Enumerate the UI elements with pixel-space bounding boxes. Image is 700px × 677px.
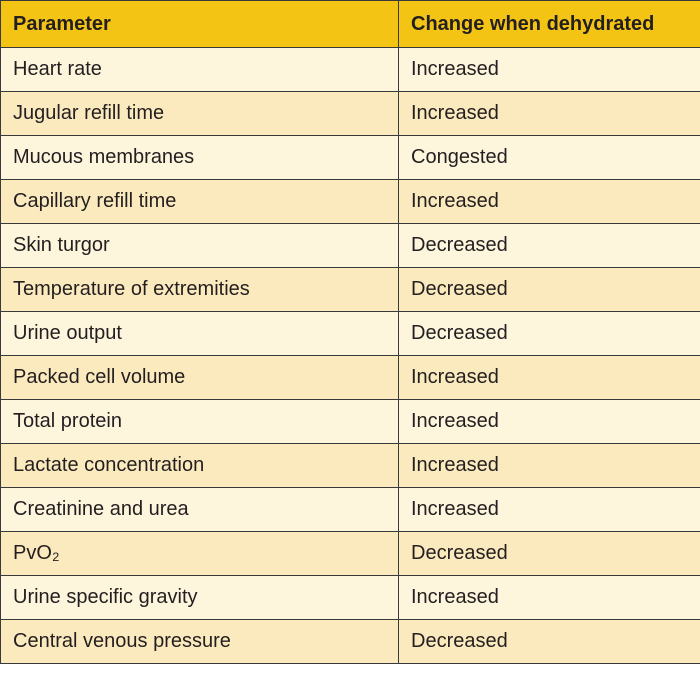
parameter-cell: PvO₂ [0,531,399,576]
table-row: Lactate concentration Increased [0,443,700,488]
table-row: Jugular refill time Increased [0,91,700,136]
parameter-cell: Urine output [0,311,399,356]
change-cell: Decreased [398,531,700,576]
parameter-cell: Central venous pressure [0,619,399,664]
parameter-cell: Creatinine and urea [0,487,399,532]
parameter-cell: Skin turgor [0,223,399,268]
change-cell: Decreased [398,619,700,664]
change-cell: Congested [398,135,700,180]
change-cell: Decreased [398,311,700,356]
change-cell: Increased [398,443,700,488]
parameter-cell: Total protein [0,399,399,444]
table-row: PvO₂ Decreased [0,531,700,576]
table-row: Skin turgor Decreased [0,223,700,268]
change-cell: Increased [398,575,700,620]
table-row: Packed cell volume Increased [0,355,700,400]
table-row: Total protein Increased [0,399,700,444]
parameter-cell: Mucous membranes [0,135,399,180]
table-body: Heart rate Increased Jugular refill time In… [0,47,700,664]
header-row: Parameter Change when dehydrated [0,0,700,48]
parameter-cell: Temperature of extremities [0,267,399,312]
change-cell: Increased [398,399,700,444]
parameter-cell: Packed cell volume [0,355,399,400]
parameter-cell: Capillary refill time [0,179,399,224]
change-cell: Increased [398,487,700,532]
change-cell: Decreased [398,223,700,268]
table-row: Capillary refill time Increased [0,179,700,224]
parameter-cell: Urine specific gravity [0,575,399,620]
table-row: Urine specific gravity Increased [0,575,700,620]
table-row: Central venous pressure Decreased [0,619,700,664]
parameter-cell: Heart rate [0,47,399,92]
table-row: Heart rate Increased [0,47,700,92]
table-header: Parameter Change when dehydrated [0,0,700,48]
table-row: Creatinine and urea Increased [0,487,700,532]
table-row: Mucous membranes Congested [0,135,700,180]
change-cell: Increased [398,47,700,92]
change-cell: Increased [398,91,700,136]
change-cell: Increased [398,179,700,224]
change-cell: Decreased [398,267,700,312]
header-cell: Change when dehydrated [398,0,700,48]
table-row: Urine output Decreased [0,311,700,356]
table-row: Temperature of extremities Decreased [0,267,700,312]
parameter-cell: Lactate concentration [0,443,399,488]
header-cell: Parameter [0,0,399,48]
change-cell: Increased [398,355,700,400]
parameter-cell: Jugular refill time [0,91,399,136]
